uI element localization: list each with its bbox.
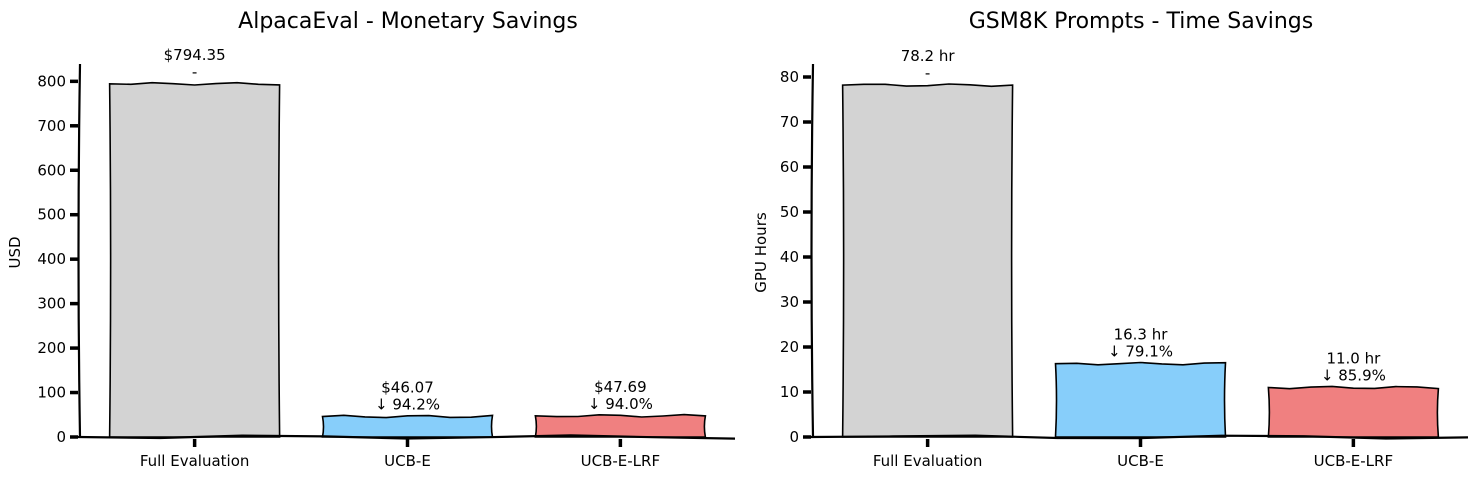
chart-panel-1: AlpacaEval - Monetary Savings USD 0 100 200 3…: [6, 9, 736, 470]
y-tick-label: 500: [37, 206, 66, 224]
bar-ucb-e: [1054, 361, 1227, 438]
bar-full-evaluation: [841, 83, 1014, 438]
bar-ucb-e-lrf: [534, 413, 707, 438]
y-tick-label: 100: [37, 384, 66, 402]
chart-title: GSM8K Prompts - Time Savings: [969, 9, 1314, 34]
x-tick-label: UCB-E-LRF: [581, 452, 660, 470]
bar-value-label: $794.35: [164, 46, 226, 64]
bar-savings-label: ↓ 94.0%: [588, 395, 653, 413]
chart-panel-2: GSM8K Prompts - Time Savings GPU Hours 0 10…: [752, 9, 1469, 470]
bar-savings-label: -: [925, 64, 930, 82]
x-axis-line: [810, 434, 1469, 440]
x-axis-line: [77, 434, 736, 440]
bar-value-label: 16.3 hr: [1114, 326, 1169, 344]
y-tick-label: 700: [37, 117, 66, 135]
bar-savings-label: -: [192, 63, 197, 81]
y-axis-line: [77, 63, 82, 438]
y-tick-label: 50: [780, 203, 799, 221]
y-axis-line: [810, 63, 815, 438]
y-tick-label: 60: [780, 158, 799, 176]
bar-ucb-e-lrf: [1267, 385, 1440, 438]
y-tick-label: 0: [56, 428, 66, 446]
bar-savings-label: ↓ 94.2%: [375, 396, 440, 414]
x-tick-label: UCB-E: [1117, 452, 1164, 470]
x-tick-label: UCB-E-LRF: [1314, 452, 1393, 470]
y-tick-label: 80: [780, 68, 799, 86]
bar-full-evaluation: [108, 81, 281, 438]
y-tick-label: 300: [37, 295, 66, 313]
y-axis-label: USD: [6, 236, 24, 268]
y-axis-label: GPU Hours: [752, 212, 770, 293]
bar-ucb-e: [321, 414, 494, 438]
bar-savings-label: ↓ 85.9%: [1321, 367, 1386, 385]
x-tick-label: Full Evaluation: [140, 452, 250, 470]
bar-value-label: $47.69: [594, 378, 647, 396]
y-tick-label: 400: [37, 250, 66, 268]
y-tick-label: 200: [37, 339, 66, 357]
bar-value-label: 78.2 hr: [901, 47, 956, 65]
y-tick-label: 40: [780, 248, 799, 266]
y-tick-label: 20: [780, 338, 799, 356]
y-tick-label: 600: [37, 161, 66, 179]
y-tick-label: 10: [780, 383, 799, 401]
bar-savings-label: ↓ 79.1%: [1108, 343, 1173, 361]
y-tick-label: 800: [37, 72, 66, 90]
x-tick-label: Full Evaluation: [873, 452, 983, 470]
y-tick-label: 70: [780, 113, 799, 131]
y-tick-label: 30: [780, 293, 799, 311]
bar-value-label: $46.07: [381, 379, 434, 397]
y-tick-label: 0: [789, 428, 799, 446]
x-tick-label: UCB-E: [384, 452, 431, 470]
chart-title: AlpacaEval - Monetary Savings: [238, 9, 578, 34]
bar-value-label: 11.0 hr: [1326, 350, 1381, 368]
